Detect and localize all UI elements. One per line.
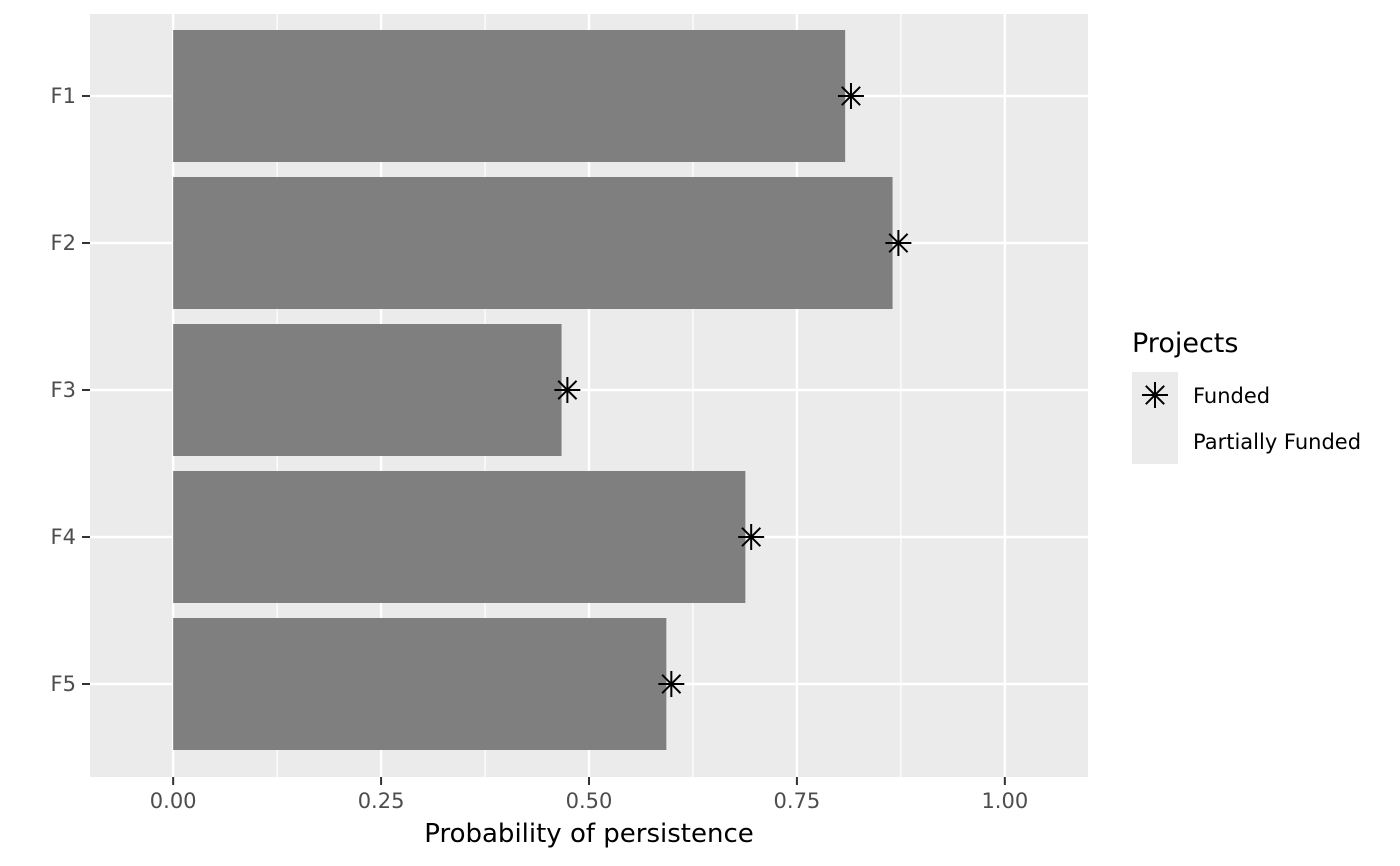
x-tick-label: 0.50 (566, 789, 613, 813)
y-tick-label: F2 (51, 231, 76, 255)
point-f5 (658, 671, 685, 697)
asterisk-icon (1142, 382, 1168, 408)
funded-points (554, 83, 912, 697)
point-f2 (885, 230, 912, 256)
point-f4 (738, 524, 765, 550)
y-tick-label: F1 (51, 84, 76, 108)
x-axis-title: Probability of persistence (424, 819, 754, 849)
bar-f3 (173, 324, 562, 456)
x-tick-label: 0.00 (150, 789, 197, 813)
bar-f5 (173, 618, 667, 750)
bar-f2 (173, 177, 893, 309)
point-f3 (554, 377, 581, 403)
bar-f4 (173, 471, 746, 603)
x-tick-label: 1.00 (981, 789, 1028, 813)
legend-asterisk (1142, 382, 1168, 408)
point-f1 (837, 83, 864, 109)
legend-label-funded: Funded (1193, 384, 1270, 408)
x-axis: 0.00 0.25 0.50 0.75 1.00 (150, 777, 1028, 813)
y-tick-label: F3 (51, 378, 76, 402)
y-tick-label: F4 (51, 525, 76, 549)
legend-label-partially-funded: Partially Funded (1193, 430, 1361, 454)
bars (173, 30, 893, 750)
legend-key-partially-funded (1132, 418, 1178, 464)
bar-f1 (173, 30, 846, 162)
y-axis: F1 F2 F3 F4 F5 (51, 84, 90, 696)
y-tick-label: F5 (51, 672, 76, 696)
legend: Projects Funded Partially Funded (1132, 328, 1361, 464)
x-tick-label: 0.75 (774, 789, 821, 813)
legend-title: Projects (1132, 328, 1238, 359)
x-tick-label: 0.25 (358, 789, 405, 813)
